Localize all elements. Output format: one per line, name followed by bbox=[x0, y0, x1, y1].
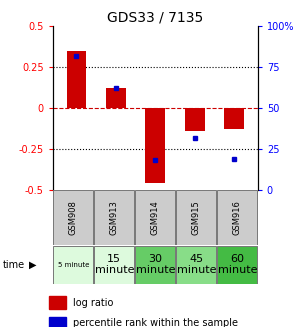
Text: 60
minute: 60 minute bbox=[218, 254, 257, 275]
Text: 5 minute: 5 minute bbox=[57, 262, 89, 268]
Bar bbox=[67, 51, 86, 108]
Bar bbox=[217, 190, 258, 245]
Bar bbox=[185, 108, 205, 131]
Bar bbox=[94, 190, 134, 245]
Text: GSM908: GSM908 bbox=[69, 200, 78, 235]
Text: GSM914: GSM914 bbox=[151, 200, 160, 235]
Text: GSM913: GSM913 bbox=[110, 200, 119, 235]
Text: time: time bbox=[3, 260, 25, 270]
Text: GSM916: GSM916 bbox=[233, 200, 242, 235]
Text: percentile rank within the sample: percentile rank within the sample bbox=[73, 318, 238, 327]
Text: 45
minute: 45 minute bbox=[177, 254, 216, 275]
Title: GDS33 / 7135: GDS33 / 7135 bbox=[107, 11, 203, 25]
Text: log ratio: log ratio bbox=[73, 298, 113, 307]
Bar bbox=[53, 246, 93, 284]
Bar bbox=[135, 190, 176, 245]
Bar bbox=[49, 296, 67, 309]
Text: GSM915: GSM915 bbox=[192, 200, 201, 235]
Bar bbox=[145, 108, 165, 183]
Bar bbox=[176, 246, 217, 284]
Bar bbox=[106, 88, 126, 108]
Bar bbox=[49, 317, 67, 327]
Bar bbox=[176, 190, 217, 245]
Bar bbox=[224, 108, 244, 129]
Bar bbox=[217, 246, 258, 284]
Text: 15
minute: 15 minute bbox=[95, 254, 134, 275]
Text: 30
minute: 30 minute bbox=[136, 254, 175, 275]
Bar bbox=[53, 190, 93, 245]
Bar bbox=[94, 246, 134, 284]
Bar bbox=[135, 246, 176, 284]
Text: ▶: ▶ bbox=[29, 260, 37, 270]
